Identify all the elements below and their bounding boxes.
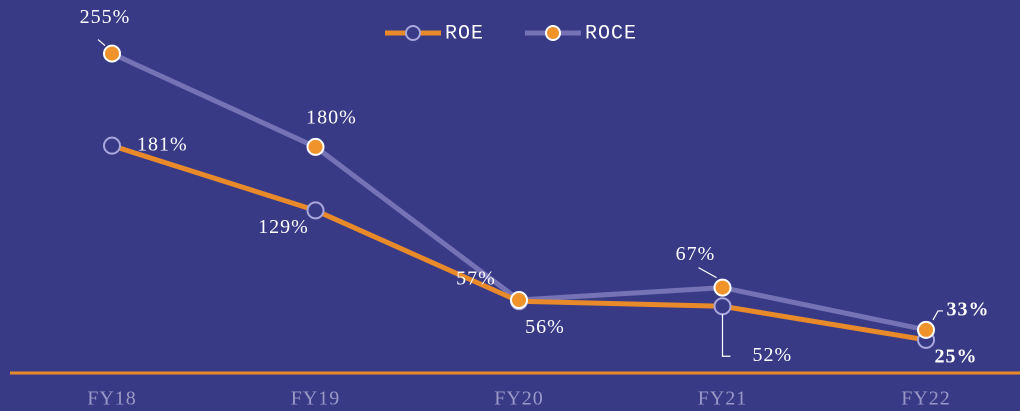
x-tick-label: FY21 xyxy=(698,388,748,410)
data-label: 56% xyxy=(525,316,565,338)
data-point xyxy=(713,278,732,297)
legend-marker xyxy=(545,25,561,41)
data-point xyxy=(713,297,732,316)
leader-line xyxy=(721,314,731,357)
data-label: 57% xyxy=(456,268,496,290)
data-label: 25% xyxy=(935,345,978,367)
data-label: 255% xyxy=(80,6,131,28)
x-tick-label: FY22 xyxy=(901,388,951,410)
data-label: 180% xyxy=(306,107,357,129)
data-point xyxy=(306,201,325,220)
data-label: 67% xyxy=(676,243,716,265)
x-tick-label: FY19 xyxy=(291,388,341,410)
x-tick-label: FY18 xyxy=(87,388,137,410)
data-label: 181% xyxy=(137,133,188,155)
leader-line xyxy=(97,39,106,47)
data-label: 33% xyxy=(947,299,990,321)
leader-line xyxy=(932,310,943,321)
legend-label: ROE xyxy=(445,22,484,45)
data-point xyxy=(103,44,121,63)
legend-label: ROCE xyxy=(585,22,637,45)
data-point xyxy=(103,136,121,155)
legend-marker xyxy=(405,25,421,41)
data-label: 129% xyxy=(258,216,309,238)
data-point xyxy=(306,137,325,156)
data-label: 52% xyxy=(753,344,793,366)
leader-line xyxy=(698,267,717,279)
data-point xyxy=(510,291,528,310)
data-point xyxy=(917,320,935,339)
x-tick-label: FY20 xyxy=(494,388,544,410)
